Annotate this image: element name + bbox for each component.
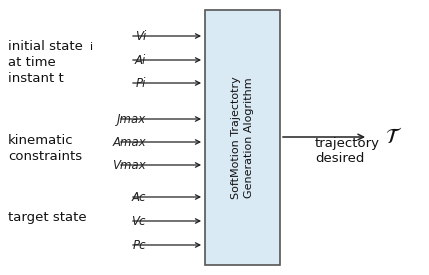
Text: Vi: Vi [135, 30, 146, 43]
Text: trajectory: trajectory [315, 136, 380, 150]
Text: SoftMotion Trajectotry
Generation Alogrithm: SoftMotion Trajectotry Generation Alogri… [231, 76, 254, 199]
Text: desired: desired [315, 152, 364, 164]
Text: target state: target state [8, 211, 87, 224]
Text: Vmax: Vmax [112, 159, 146, 172]
Text: $\mathcal{T}$: $\mathcal{T}$ [385, 127, 402, 147]
Text: i: i [90, 42, 93, 52]
Text: Ac: Ac [132, 191, 146, 204]
Text: Vc: Vc [132, 215, 146, 228]
Text: Pi: Pi [136, 77, 146, 90]
Text: Pc: Pc [133, 239, 146, 252]
Text: initial state
at time
instant t: initial state at time instant t [8, 40, 83, 86]
Text: kinematic
constraints: kinematic constraints [8, 133, 82, 163]
Text: Ai: Ai [135, 54, 146, 67]
Text: Amax: Amax [112, 136, 146, 149]
Text: Jmax: Jmax [117, 113, 146, 126]
Bar [205, 10, 280, 265]
